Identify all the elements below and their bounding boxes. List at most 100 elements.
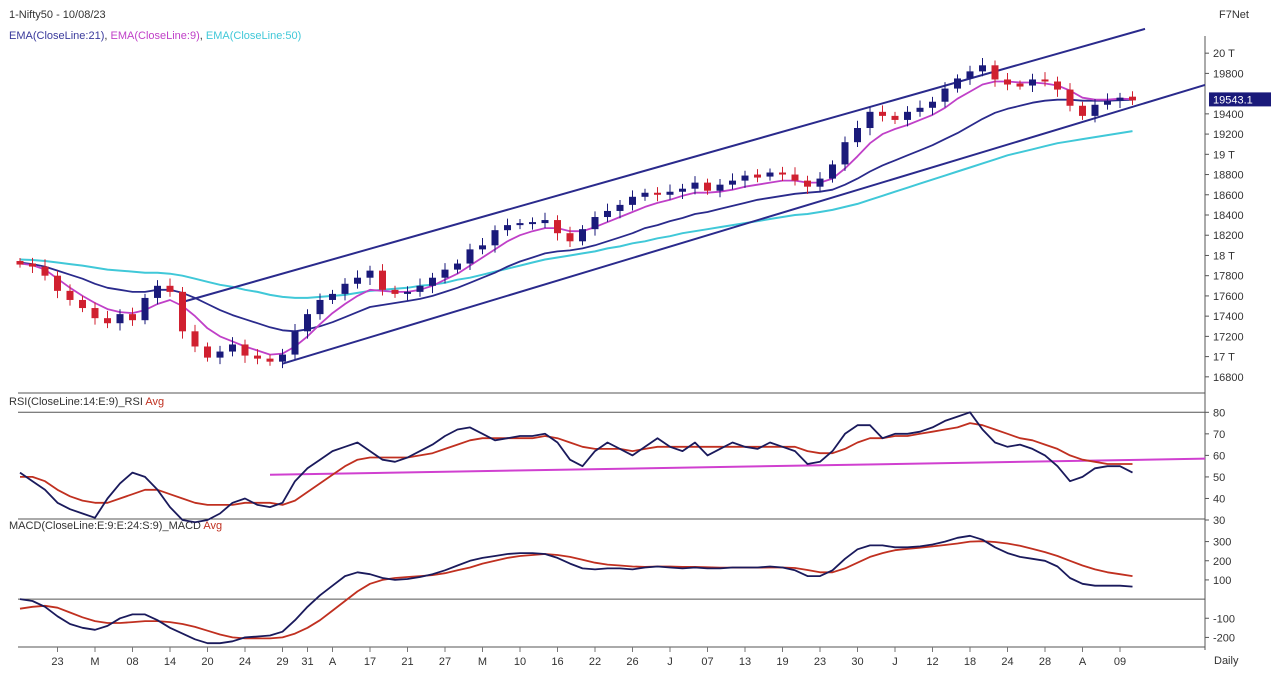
candle-down	[1016, 83, 1024, 87]
candle-up	[316, 299, 324, 315]
price-ytick-label: 18800	[1213, 170, 1244, 182]
legend-sep-2: ,	[199, 30, 206, 42]
candle-down	[1041, 79, 1049, 82]
rsi-ytick-label: 70	[1213, 429, 1225, 441]
legend-ema21: EMA(CloseLine:21)	[9, 30, 105, 42]
rsi-avg-line	[20, 422, 1133, 506]
candle-up	[216, 351, 224, 358]
candle-up	[591, 217, 599, 230]
x-tick-label: 18	[964, 656, 976, 668]
candle-down	[1079, 105, 1086, 116]
macd-ytick-label: -200	[1213, 632, 1235, 644]
x-tick-label: 09	[1114, 656, 1126, 668]
candle-up	[729, 180, 736, 185]
price-ytick-label: 17200	[1213, 331, 1244, 343]
candle-down	[191, 331, 199, 347]
candle-up	[154, 285, 161, 298]
ema-legend: EMA(CloseLine:21), EMA(CloseLine:9), EMA…	[9, 30, 301, 42]
period-label: Daily	[1214, 655, 1239, 667]
candle-up	[541, 220, 549, 224]
candle-down	[66, 290, 74, 300]
legend-ema50: EMA(CloseLine:50)	[205, 30, 302, 42]
candle-up	[966, 71, 974, 79]
candle-down	[1066, 89, 1074, 106]
macd-avg-label: Avg	[203, 520, 223, 532]
candle-up	[929, 101, 936, 108]
candle-down	[54, 275, 61, 291]
x-tick-label: 23	[814, 656, 826, 668]
x-tick-label: A	[1079, 656, 1087, 668]
price-ytick-label: 18 T	[1213, 250, 1235, 262]
rsi-ytick-label: 60	[1213, 450, 1225, 462]
price-ytick-label: 18400	[1213, 210, 1244, 222]
macd-ytick-label: 100	[1213, 575, 1231, 587]
candle-down	[1054, 81, 1061, 90]
candle-up	[429, 277, 436, 286]
candle-down	[1004, 79, 1011, 85]
macd-panel-title: MACD(CloseLine:E:9:E:24:S:9)_MACD Avg	[9, 520, 222, 532]
candle-down	[891, 115, 899, 120]
candle-up	[229, 344, 236, 352]
x-tick-label: 28	[1039, 656, 1051, 668]
candle-up	[904, 111, 911, 120]
x-tick-label: 10	[514, 656, 526, 668]
candle-up	[866, 111, 874, 129]
candle-down	[754, 174, 761, 178]
candle-down	[391, 289, 399, 294]
x-tick-label: 27	[439, 656, 451, 668]
candle-down	[104, 318, 111, 324]
candle-down	[554, 220, 561, 234]
price-ytick-label: 18600	[1213, 190, 1244, 202]
price-ytick-label: 18200	[1213, 230, 1244, 242]
candle-down	[1129, 96, 1136, 101]
candle-up	[616, 204, 624, 211]
x-tick-label: 24	[239, 656, 251, 668]
x-tick-label: 17	[364, 656, 376, 668]
candle-up	[741, 175, 749, 181]
candle-down	[129, 314, 136, 321]
candle-up	[691, 182, 699, 189]
candle-up	[1116, 97, 1124, 101]
candle-up	[516, 223, 524, 226]
price-ytick-label: 16800	[1213, 372, 1244, 384]
candle-down	[166, 285, 174, 292]
x-tick-label: 29	[276, 656, 288, 668]
candle-down	[79, 299, 86, 309]
price-ytick-label: 19400	[1213, 109, 1244, 121]
candle-down	[29, 263, 36, 267]
candle-down	[91, 308, 99, 319]
x-tick-label: 20	[201, 656, 213, 668]
channel-lower-line	[282, 83, 1206, 365]
rsi-trendline	[269, 457, 1206, 476]
ema9-line	[19, 80, 1133, 356]
candle-down	[779, 172, 786, 175]
candle-up	[979, 65, 986, 72]
ema21-line	[19, 98, 1133, 333]
rsi-ytick-label: 40	[1213, 493, 1225, 505]
x-tick-label: 26	[626, 656, 638, 668]
x-tick-label: 07	[701, 656, 713, 668]
candle-up	[304, 314, 311, 332]
macd-avg-line	[19, 540, 1133, 640]
x-tick-label: 23	[51, 656, 63, 668]
candle-up	[441, 269, 449, 278]
x-tick-label: M	[90, 656, 99, 668]
candle-down	[879, 111, 886, 116]
rsi-panel-title: RSI(CloseLine:14:E:9)_RSI Avg	[9, 396, 164, 408]
brand-label: F7Net	[1219, 9, 1249, 21]
price-ytick-label: 19 T	[1213, 149, 1235, 161]
candle-down	[241, 344, 249, 356]
x-tick-label: 22	[589, 656, 601, 668]
candle-up	[491, 230, 499, 246]
candle-up	[116, 314, 124, 324]
x-tick-label: 31	[301, 656, 313, 668]
x-tick-label: 12	[926, 656, 938, 668]
channel-upper-line	[182, 27, 1146, 303]
candle-up	[604, 210, 611, 218]
x-tick-label: 14	[164, 656, 176, 668]
candle-down	[179, 291, 186, 332]
candle-down	[204, 346, 211, 358]
candle-up	[529, 222, 536, 225]
x-tick-label: 30	[851, 656, 863, 668]
candle-up	[1104, 100, 1111, 105]
